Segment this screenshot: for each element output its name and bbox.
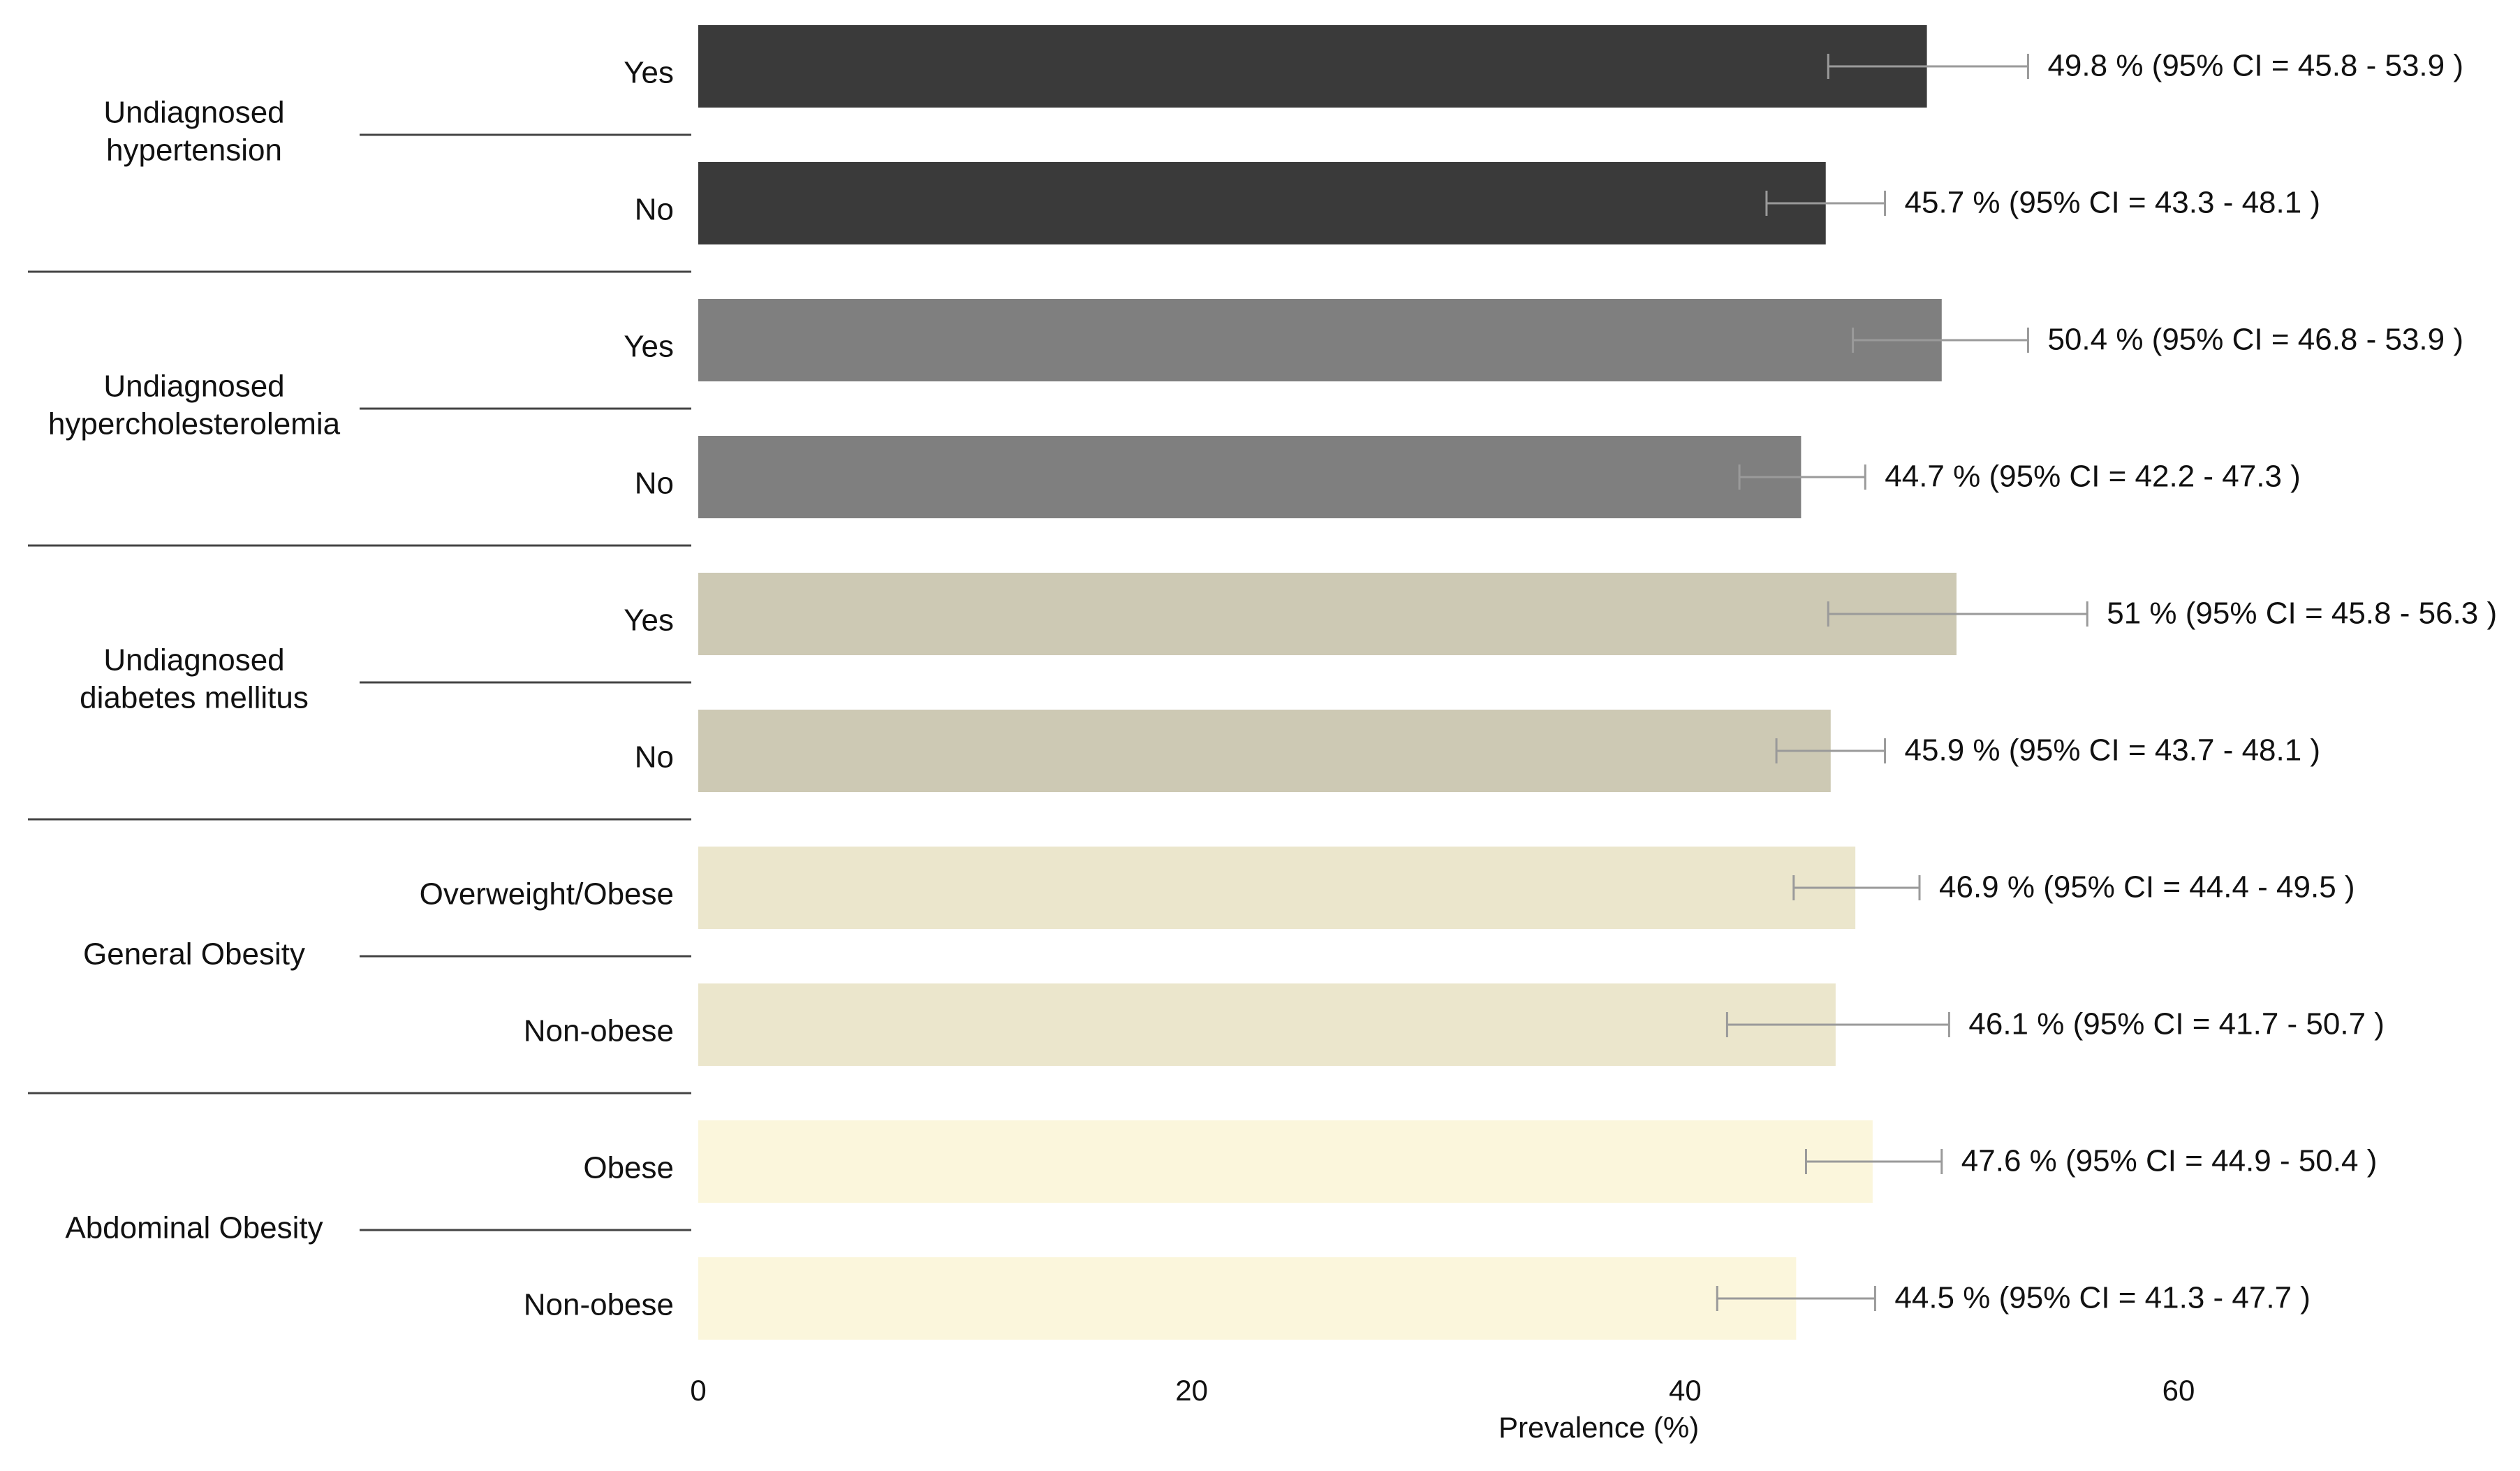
- x-tick-label: 0: [690, 1374, 706, 1407]
- category-label: Yes: [624, 56, 674, 90]
- category-label: Obese: [583, 1151, 674, 1185]
- group-label: hypertension: [106, 133, 282, 168]
- bars-layer: [698, 25, 1957, 1340]
- category-label: No: [635, 467, 674, 501]
- group-label: hypercholesterolemia: [48, 407, 341, 441]
- category-label: Yes: [624, 603, 674, 638]
- category-label: Non-obese: [524, 1014, 674, 1048]
- data-label: 46.9 % (95% CI = 44.4 - 49.5 ): [1939, 870, 2355, 905]
- bar: [698, 710, 1831, 792]
- data-label: 47.6 % (95% CI = 44.9 - 50.4 ): [1961, 1144, 2378, 1178]
- data-label: 50.4 % (95% CI = 46.8 - 53.9 ): [2047, 323, 2463, 357]
- data-label: 49.8 % (95% CI = 45.8 - 53.9 ): [2047, 49, 2463, 83]
- bar: [698, 1257, 1797, 1340]
- error-bar: [1765, 191, 1887, 216]
- error-bar: [1827, 54, 2029, 79]
- error-bar: [1738, 464, 1866, 490]
- category-label: No: [635, 193, 674, 227]
- category-label: No: [635, 740, 674, 775]
- bar: [698, 299, 1942, 381]
- category-label: Overweight/Obese: [420, 877, 674, 912]
- error-bar: [1775, 738, 1887, 763]
- data-label: 46.1 % (95% CI = 41.7 - 50.7 ): [1968, 1007, 2385, 1041]
- bar: [698, 25, 1927, 108]
- data-label: 51 % (95% CI = 45.8 - 56.3 ): [2107, 597, 2497, 631]
- x-tick-label: 20: [1175, 1374, 1208, 1407]
- bar: [698, 847, 1856, 929]
- data-label: 44.7 % (95% CI = 42.2 - 47.3 ): [1885, 460, 2301, 494]
- group-label: Undiagnosed: [103, 369, 284, 404]
- category-label: Non-obese: [524, 1288, 674, 1322]
- x-tick-label: 60: [2162, 1374, 2195, 1407]
- bar: [698, 1120, 1873, 1203]
- bar: [698, 436, 1801, 518]
- group-label: diabetes mellitus: [80, 681, 309, 715]
- data-label: 44.5 % (95% CI = 41.3 - 47.7 ): [1894, 1281, 2311, 1315]
- error-bars-layer: [1716, 54, 2088, 1311]
- bar: [698, 573, 1957, 655]
- value-labels-layer: 49.8 % (95% CI = 45.8 - 53.9 ) 45.7 % (95…: [1885, 49, 2497, 1315]
- group-label: Abdominal Obesity: [65, 1211, 323, 1245]
- error-bar: [1725, 1012, 1950, 1037]
- x-axis-title: Prevalence (%): [1498, 1411, 1699, 1444]
- group-label: General Obesity: [83, 937, 305, 972]
- bar: [698, 983, 1836, 1066]
- error-bar: [1852, 328, 2029, 353]
- category-labels-layer: Yes No Yes No Yes No Overweight/Obese Non-obese…: [420, 56, 674, 1322]
- group-labels-layer: UndiagnosedhypertensionUndiagnosedhyperc…: [28, 96, 691, 1245]
- data-label: 45.9 % (95% CI = 43.7 - 48.1 ): [1905, 733, 2321, 768]
- x-tick-label: 40: [1669, 1374, 1702, 1407]
- group-label: Undiagnosed: [103, 643, 284, 678]
- bar: [698, 162, 1826, 244]
- category-label: Yes: [624, 330, 674, 364]
- error-bar: [1827, 601, 2088, 627]
- error-bar: [1792, 875, 1921, 900]
- data-label: 45.7 % (95% CI = 43.3 - 48.1 ): [1905, 186, 2321, 220]
- group-label: Undiagnosed: [103, 96, 284, 130]
- x-axis: Prevalence (%) 0 20 40 60: [690, 1374, 2195, 1444]
- error-bar: [1716, 1286, 1876, 1311]
- error-bar: [1804, 1149, 1943, 1174]
